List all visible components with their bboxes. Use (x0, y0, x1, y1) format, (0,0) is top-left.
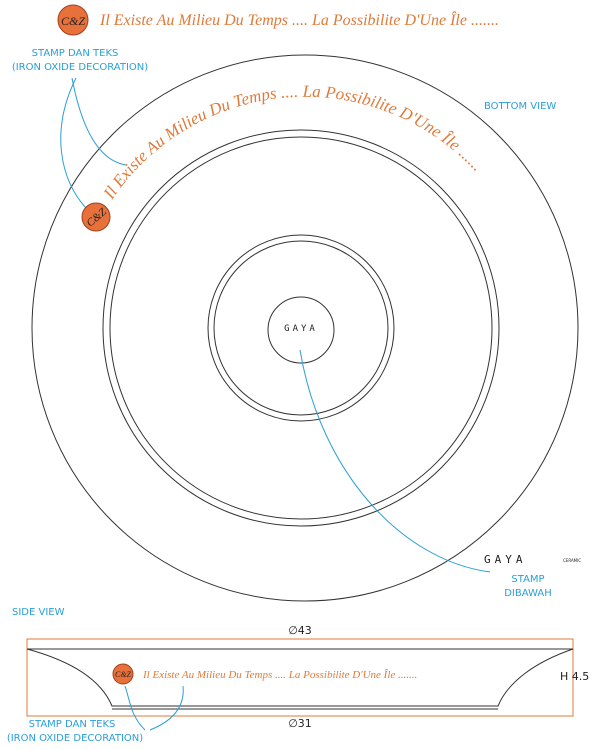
annotation-line1: STAMP DAN TEKS (29, 719, 116, 730)
view-label: BOTTOM VIEW (484, 101, 556, 112)
annotation-line2: (IRON OXIDE DECORATION) (12, 62, 148, 73)
annotation-arrow (71, 77, 127, 166)
curved-text-path: Il Existe Au Milieu Du Temps .... La Pos… (99, 82, 487, 203)
outer-rim (31, 54, 579, 602)
annotation-arrow (149, 685, 184, 731)
center-logo: GAYA (284, 324, 318, 334)
stamp-note-line2: DIBAWAH (504, 588, 552, 599)
stamp-circle (57, 4, 89, 36)
annotation-line1: STAMP DAN TEKS (32, 48, 119, 59)
header-text: Il Existe Au Milieu Du Temps .... La Pos… (99, 10, 499, 29)
inner-ring-inner (213, 240, 389, 416)
foot-ring-inner (109, 136, 493, 520)
stamp-label: C&Z (61, 14, 85, 28)
dimension-frame (26, 638, 574, 717)
stamp-arrow (299, 349, 491, 573)
corner-logo: GAYA (484, 553, 527, 566)
stamp-circle (81, 202, 111, 232)
side-profile (26, 648, 574, 707)
bottom-diameter: ∅31 (288, 717, 312, 730)
corner-logo-small: CERAMIC (563, 558, 581, 563)
top-diameter: ∅43 (288, 624, 312, 637)
view-label: SIDE VIEW (12, 607, 65, 618)
stamp-circle (112, 663, 134, 685)
annotation-line2: (IRON OXIDE DECORATION) (7, 733, 143, 744)
side-text: Il Existe Au Milieu Du Temps .... La Pos… (142, 669, 417, 681)
center-circle (267, 296, 335, 364)
height: H 4.5 (560, 670, 589, 683)
inner-ring-outer (207, 234, 395, 422)
foot-ring-outer (102, 129, 500, 527)
stamp-note-line1: STAMP (511, 574, 544, 585)
annotation-arrow (124, 685, 146, 731)
curved-text: Il Existe Au Milieu Du Temps .... La Pos… (99, 82, 487, 203)
stamp-label: C&Z (115, 670, 132, 679)
annotation-arrow (60, 77, 87, 209)
